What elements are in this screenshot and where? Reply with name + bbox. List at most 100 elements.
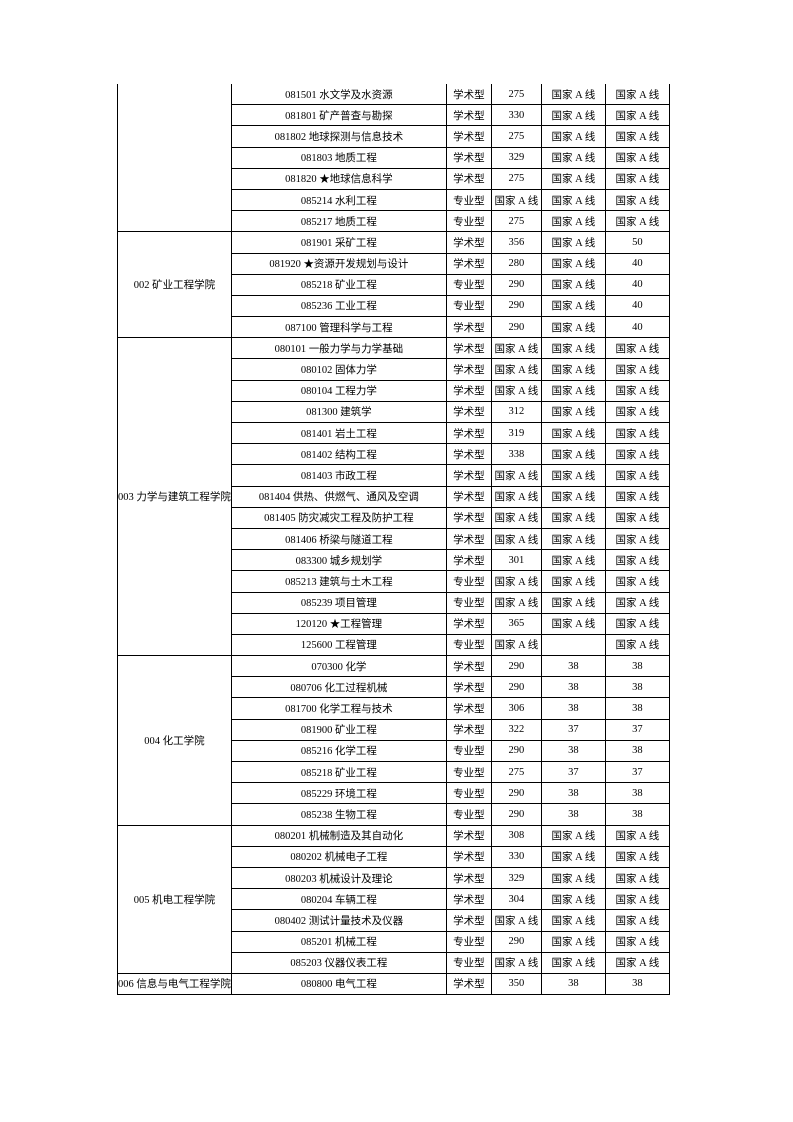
type-cell: 专业型 (446, 295, 491, 316)
type-cell: 学术型 (446, 973, 491, 994)
line2-cell: 国家 A 线 (605, 952, 669, 973)
major-cell: 081802 地球探测与信息技术 (231, 126, 446, 147)
score-cell: 290 (491, 740, 541, 761)
score-cell: 国家 A 线 (491, 338, 541, 359)
major-cell: 070300 化学 (231, 656, 446, 677)
line2-cell: 国家 A 线 (605, 359, 669, 380)
score-cell: 290 (491, 677, 541, 698)
type-cell: 专业型 (446, 189, 491, 210)
line1-cell: 国家 A 线 (541, 910, 605, 931)
line1-cell: 国家 A 线 (541, 550, 605, 571)
type-cell: 学术型 (446, 465, 491, 486)
major-cell: 085201 机械工程 (231, 931, 446, 952)
major-cell: 081920 ★资源开发规划与设计 (231, 253, 446, 274)
line1-cell: 38 (541, 973, 605, 994)
score-cell: 280 (491, 253, 541, 274)
major-cell: 085218 矿业工程 (231, 762, 446, 783)
line1-cell: 国家 A 线 (541, 486, 605, 507)
score-cell: 国家 A 线 (491, 486, 541, 507)
line2-cell: 40 (605, 295, 669, 316)
table-row: 081501 水文学及水资源学术型275国家 A 线国家 A 线 (118, 84, 670, 105)
major-cell: 080102 固体力学 (231, 359, 446, 380)
type-cell: 专业型 (446, 592, 491, 613)
major-cell: 083300 城乡规划学 (231, 550, 446, 571)
line2-cell: 国家 A 线 (605, 211, 669, 232)
line1-cell: 国家 A 线 (541, 338, 605, 359)
line2-cell: 国家 A 线 (605, 910, 669, 931)
admissions-table: 081501 水文学及水资源学术型275国家 A 线国家 A 线081801 矿… (117, 84, 670, 995)
line1-cell: 国家 A 线 (541, 507, 605, 528)
type-cell: 学术型 (446, 507, 491, 528)
line1-cell: 国家 A 线 (541, 189, 605, 210)
line2-cell: 国家 A 线 (605, 84, 669, 105)
score-cell: 275 (491, 126, 541, 147)
score-cell: 301 (491, 550, 541, 571)
score-cell: 290 (491, 274, 541, 295)
type-cell: 学术型 (446, 359, 491, 380)
major-cell: 085239 项目管理 (231, 592, 446, 613)
major-cell: 081501 水文学及水资源 (231, 84, 446, 105)
line2-cell: 国家 A 线 (605, 846, 669, 867)
line1-cell: 38 (541, 804, 605, 825)
dept-cell: 005 机电工程学院 (118, 825, 232, 973)
type-cell: 学术型 (446, 528, 491, 549)
line1-cell: 国家 A 线 (541, 931, 605, 952)
score-cell: 304 (491, 889, 541, 910)
score-cell: 330 (491, 846, 541, 867)
line1-cell: 国家 A 线 (541, 380, 605, 401)
major-cell: 085213 建筑与土木工程 (231, 571, 446, 592)
line1-cell: 国家 A 线 (541, 444, 605, 465)
type-cell: 学术型 (446, 889, 491, 910)
score-cell: 国家 A 线 (491, 952, 541, 973)
line1-cell: 国家 A 线 (541, 232, 605, 253)
line2-cell: 国家 A 线 (605, 889, 669, 910)
dept-cell: 004 化工学院 (118, 656, 232, 826)
line2-cell: 38 (605, 783, 669, 804)
line1-cell: 国家 A 线 (541, 592, 605, 613)
score-cell: 338 (491, 444, 541, 465)
score-cell: 国家 A 线 (491, 910, 541, 931)
score-cell: 365 (491, 613, 541, 634)
major-cell: 080706 化工过程机械 (231, 677, 446, 698)
score-cell: 330 (491, 105, 541, 126)
type-cell: 学术型 (446, 486, 491, 507)
major-cell: 081406 桥梁与隧道工程 (231, 528, 446, 549)
major-cell: 085214 水利工程 (231, 189, 446, 210)
score-cell: 国家 A 线 (491, 528, 541, 549)
major-cell: 080800 电气工程 (231, 973, 446, 994)
line1-cell: 国家 A 线 (541, 253, 605, 274)
line2-cell: 38 (605, 677, 669, 698)
line1-cell: 国家 A 线 (541, 147, 605, 168)
line1-cell: 38 (541, 656, 605, 677)
major-cell: 080104 工程力学 (231, 380, 446, 401)
type-cell: 学术型 (446, 444, 491, 465)
type-cell: 学术型 (446, 232, 491, 253)
line2-cell: 国家 A 线 (605, 592, 669, 613)
type-cell: 学术型 (446, 126, 491, 147)
type-cell: 学术型 (446, 719, 491, 740)
line2-cell: 50 (605, 232, 669, 253)
line2-cell: 国家 A 线 (605, 486, 669, 507)
score-cell: 国家 A 线 (491, 507, 541, 528)
type-cell: 学术型 (446, 677, 491, 698)
major-cell: 085229 环境工程 (231, 783, 446, 804)
score-cell: 329 (491, 867, 541, 888)
major-cell: 081803 地质工程 (231, 147, 446, 168)
type-cell: 学术型 (446, 656, 491, 677)
line2-cell: 40 (605, 317, 669, 338)
type-cell: 学术型 (446, 550, 491, 571)
line1-cell: 国家 A 线 (541, 846, 605, 867)
major-cell: 085238 生物工程 (231, 804, 446, 825)
line2-cell: 国家 A 线 (605, 105, 669, 126)
type-cell: 学术型 (446, 825, 491, 846)
type-cell: 学术型 (446, 317, 491, 338)
type-cell: 学术型 (446, 105, 491, 126)
line1-cell: 国家 A 线 (541, 889, 605, 910)
line1-cell: 国家 A 线 (541, 528, 605, 549)
line2-cell: 国家 A 线 (605, 465, 669, 486)
line2-cell: 38 (605, 804, 669, 825)
table-row: 002 矿业工程学院081901 采矿工程学术型356国家 A 线50 (118, 232, 670, 253)
major-cell: 081900 矿业工程 (231, 719, 446, 740)
dept-cell: 006 信息与电气工程学院 (118, 973, 232, 994)
type-cell: 学术型 (446, 338, 491, 359)
